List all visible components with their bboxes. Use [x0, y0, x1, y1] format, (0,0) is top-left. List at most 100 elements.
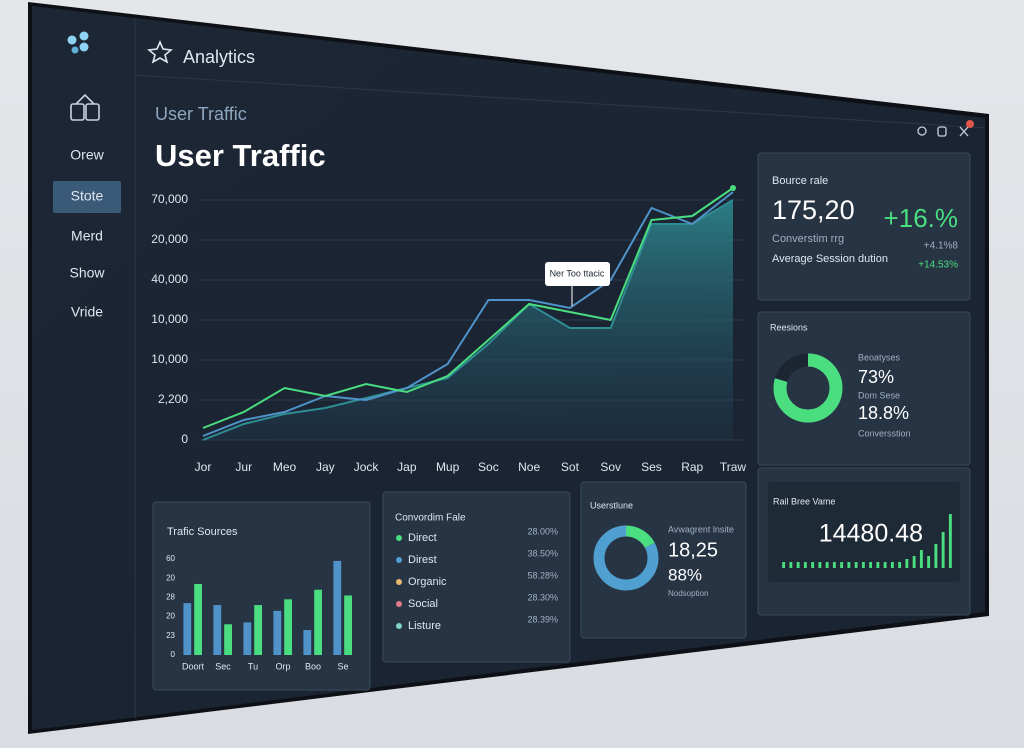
toolbar-icons[interactable] [917, 126, 969, 137]
bar [273, 610, 282, 655]
y-tick-label: 60 [166, 554, 175, 563]
y-tick-label: 20,000 [151, 232, 188, 246]
legend-dot [396, 601, 402, 607]
item-value: 28.00% [527, 526, 558, 536]
bar [183, 603, 192, 655]
area-fill [203, 200, 733, 440]
bar [303, 630, 312, 655]
app-title: Analytics [183, 47, 255, 67]
panel-title: Trafic Sources [167, 526, 238, 538]
bar [314, 589, 322, 655]
y-tick-label: 10,000 [151, 352, 188, 366]
bar [333, 560, 342, 655]
item-label: Social [408, 598, 438, 610]
spark-bar [919, 550, 923, 568]
y-tick-label: 23 [166, 631, 175, 640]
sidebar-item[interactable]: Vride [71, 304, 103, 320]
value-label: 88% [668, 565, 702, 584]
spark-bar [912, 556, 916, 568]
sessions-panel [757, 311, 971, 466]
spark-bar [847, 562, 851, 568]
header-divider [134, 74, 986, 129]
bar [224, 624, 232, 655]
sidebar-icon[interactable] [70, 93, 100, 121]
x-tick-label: Doort [182, 661, 205, 671]
donut-segment [593, 525, 659, 591]
x-tick-label: Traw [720, 460, 747, 474]
x-tick-label: Sec [215, 661, 231, 671]
spark-bar [811, 562, 815, 568]
annotation-box [545, 262, 610, 286]
x-tick-label: Tu [248, 661, 258, 671]
sidebar-item[interactable]: Stote [71, 188, 104, 204]
stats-title: Bource rale [772, 175, 828, 187]
item-label: Listure [408, 620, 441, 632]
notification-dot [966, 120, 974, 128]
donut-segment [773, 353, 843, 423]
star-icon[interactable] [147, 39, 173, 64]
x-tick-label: Boo [305, 661, 321, 671]
sidebar-item[interactable]: Merd [71, 228, 103, 244]
bar [213, 605, 222, 655]
panel-title: Rail Bree Vame [773, 496, 835, 506]
x-tick-label: Se [337, 661, 348, 671]
spark-bar [854, 562, 858, 568]
spark-bar [876, 562, 880, 568]
value-label: 18.8% [858, 403, 909, 423]
legend-dot [396, 535, 402, 541]
x-tick-label: Jay [316, 460, 335, 474]
logo [67, 31, 89, 54]
series-line [202, 191, 734, 437]
spark-bar [941, 532, 945, 568]
panel-title: Userstlune [590, 500, 633, 510]
panel-title: Convordim Fale [395, 513, 466, 524]
x-tick-label: Noe [518, 460, 540, 474]
end-point [730, 185, 736, 191]
sidebar-item[interactable]: Show [69, 265, 105, 281]
spark-bar [898, 562, 902, 568]
y-tick-label: 70,000 [151, 192, 188, 206]
legend-dot [396, 579, 402, 585]
stats-row-change: +4.1%8 [924, 241, 959, 252]
item-label: Organic [408, 576, 447, 588]
bar [243, 622, 252, 655]
spark-bar [905, 559, 909, 568]
spark-bar [818, 562, 822, 568]
x-tick-label: Sov [600, 460, 621, 474]
stats-row-label: Converstim rrg [772, 233, 844, 245]
x-tick-label: Jor [195, 460, 212, 474]
stats-change: +16.% [884, 203, 958, 233]
chart-subtitle: User Traffic [155, 104, 247, 124]
panel-title: Reesions [770, 322, 808, 332]
x-tick-label: Ses [641, 460, 662, 474]
spark-bar [890, 562, 894, 568]
legend-label: Nodsoption [668, 589, 708, 598]
item-value: 58.28% [527, 570, 558, 580]
item-label: Direst [408, 554, 437, 566]
headline-value: 14480.48 [819, 520, 923, 548]
spark-bar [796, 562, 800, 568]
annotation: Ner Too ttacic [550, 268, 605, 278]
x-tick-label: Soc [478, 460, 499, 474]
bar [344, 595, 352, 655]
spark-bar [782, 562, 786, 568]
legend-label: Dom Sese [858, 390, 900, 400]
note: Conversstion [858, 428, 911, 438]
users-panel [580, 481, 747, 639]
legend-label: Beoatyses [858, 352, 901, 362]
spark-bar [861, 562, 865, 568]
value-label: 18,25 [668, 539, 718, 561]
spark-bar [825, 562, 829, 568]
stats-row-label: Average Session dution [772, 253, 888, 265]
y-tick-label: 40,000 [151, 272, 188, 286]
x-tick-label: Rap [681, 460, 703, 474]
series-line [202, 199, 734, 441]
spark-bar [869, 562, 873, 568]
sidebar-item[interactable]: Orew [70, 147, 104, 163]
conversion-panel [382, 491, 571, 663]
y-tick-label: 2,200 [158, 392, 188, 406]
bar [254, 605, 262, 655]
y-tick-label: 20 [166, 612, 175, 621]
